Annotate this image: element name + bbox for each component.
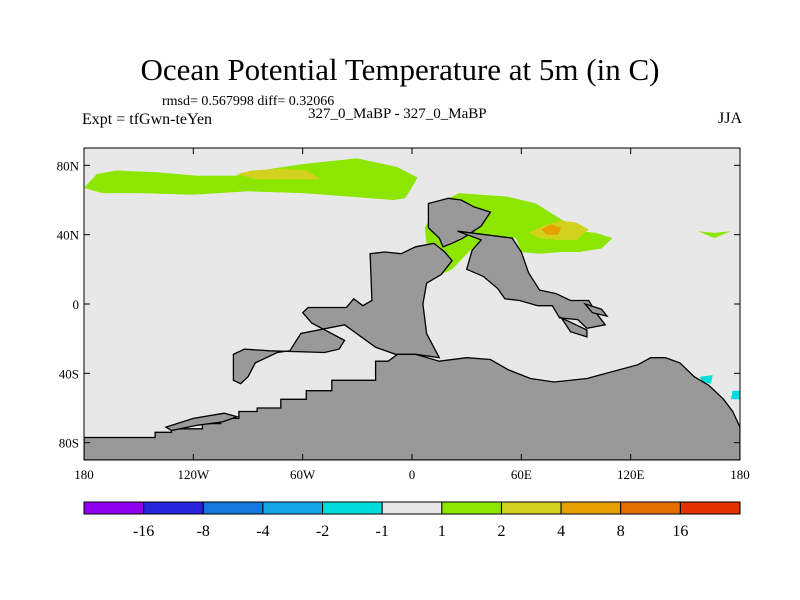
land-mass-3 (427, 197, 492, 248)
land-mass-6 (583, 302, 609, 318)
contour-patch-4 (237, 168, 321, 180)
colorbar-label: -1 (376, 523, 389, 540)
y-tick-label: 0 (73, 297, 80, 312)
colorbar-label: -16 (133, 523, 154, 540)
experiment-label: Expt = tfGwn-teYen (82, 111, 213, 128)
contour-patch-3 (698, 231, 731, 239)
colorbar-box-6 (441, 501, 502, 515)
colorbar-box-9 (620, 501, 681, 515)
contour-patch-6 (541, 224, 562, 235)
contour-patch-8 (730, 390, 740, 400)
colorbar-label: 16 (672, 523, 688, 540)
x-tick-label: 120E (617, 467, 645, 482)
colorbar-box-7 (500, 501, 562, 515)
season-label: JJA (717, 110, 742, 127)
colorbar-box-0 (83, 501, 145, 515)
x-tick-label: 60W (290, 467, 316, 482)
y-tick-label: 40N (57, 228, 80, 243)
rmsd-diff-stats: rmsd= 0.567998 diff= 0.32066 (162, 94, 335, 109)
colorbar-label: 4 (557, 523, 565, 540)
x-tick-label: 120W (177, 467, 210, 482)
x-tick-label: 60E (511, 467, 532, 482)
colorbar-label: 8 (617, 523, 625, 540)
colorbar-label: 1 (438, 523, 446, 540)
chart-title: Ocean Potential Temperature at 5m (in C) (140, 52, 660, 87)
y-tick-label: 40S (59, 366, 79, 381)
colorbar-box-1 (143, 501, 204, 515)
x-tick-label: 180 (730, 467, 750, 482)
colorbar-label: 2 (497, 523, 505, 540)
colorbar-box-10 (679, 501, 741, 515)
colorbar-box-3 (262, 501, 324, 515)
colorbar-box-2 (202, 501, 264, 515)
land-mass-2 (232, 242, 453, 385)
y-tick-label: 80N (57, 158, 80, 173)
colorbar-box-8 (560, 501, 622, 515)
colorbar-label: -2 (316, 523, 329, 540)
x-tick-label: 180 (74, 467, 94, 482)
comparison-label: 327_0_MaBP - 327_0_MaBP (308, 106, 487, 122)
contour-patch-0 (84, 158, 418, 200)
land-mass-1 (164, 412, 240, 432)
x-tick-label: 0 (409, 467, 416, 482)
colorbar-label: -8 (197, 523, 210, 540)
land-mass-5 (559, 316, 588, 338)
colorbar-box-5 (381, 501, 443, 515)
colorbar-label: -4 (256, 523, 269, 540)
land-mass-4 (457, 230, 607, 330)
y-tick-label: 80S (59, 436, 79, 451)
colorbar-box-4 (322, 501, 383, 515)
